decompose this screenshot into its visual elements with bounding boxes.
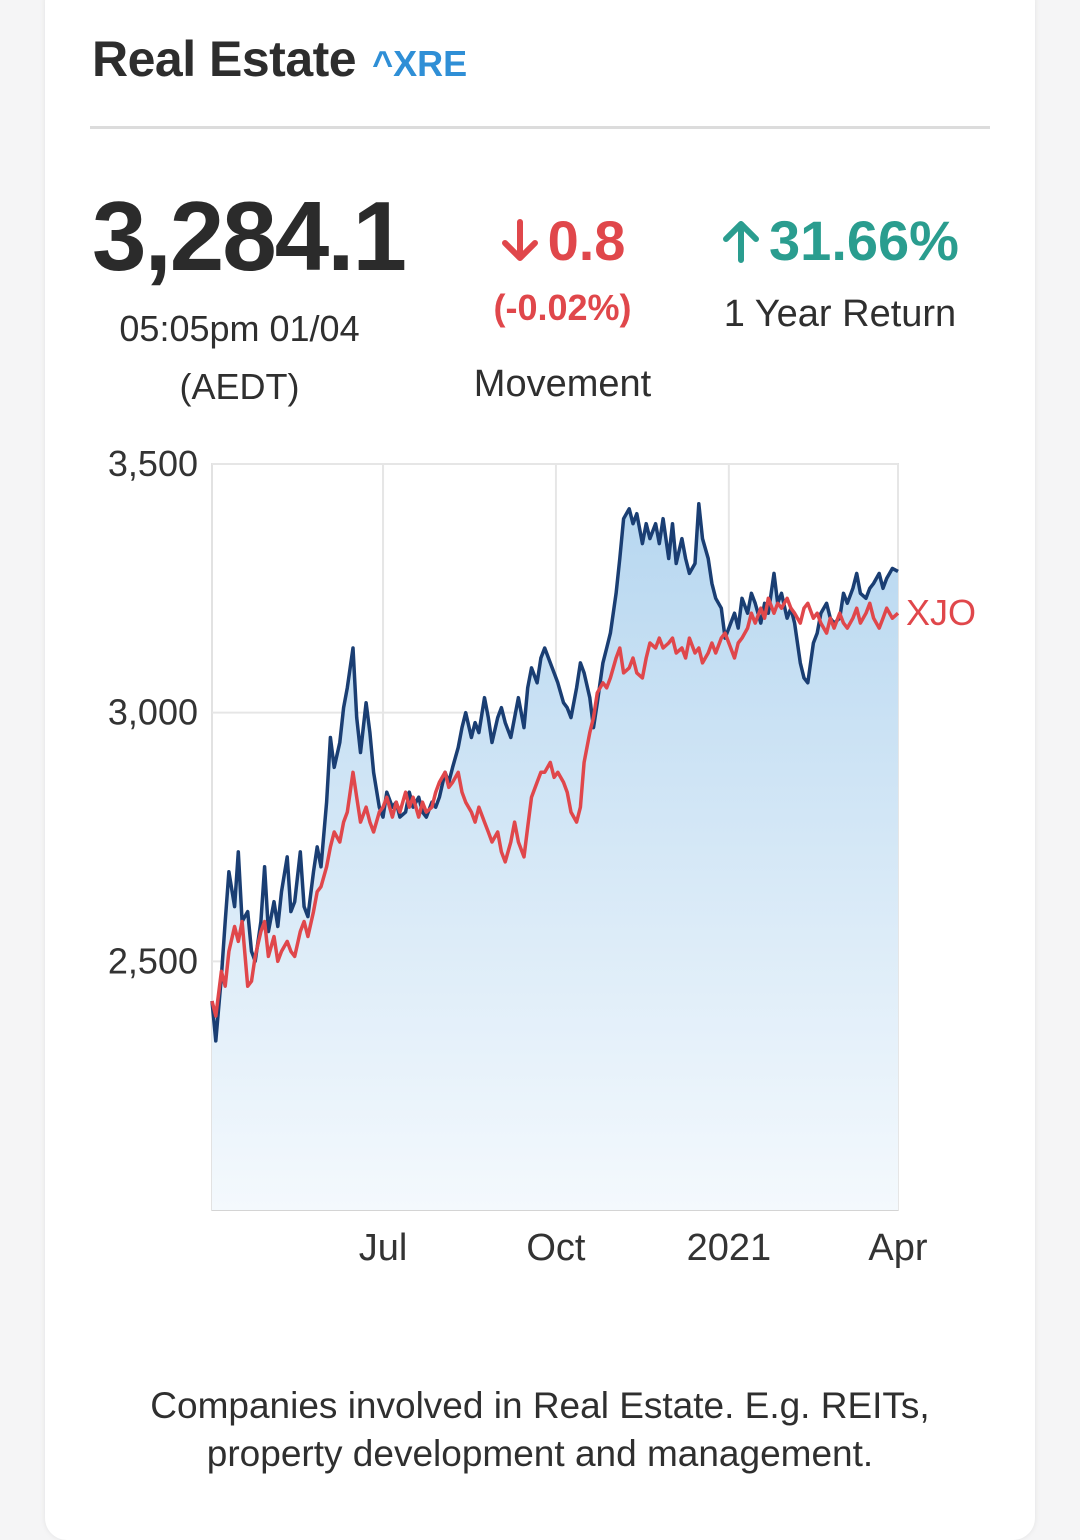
y-tick-label: 2,500 <box>108 940 198 981</box>
index-title: Real Estate <box>92 31 357 87</box>
return-value-row: 31.66% <box>705 208 975 273</box>
x-tick-label: Oct <box>526 1227 586 1269</box>
movement-value-row: 0.8 <box>470 208 655 273</box>
y-tick-label: 3,500 <box>108 443 198 484</box>
movement-percent: (-0.02%) <box>493 287 632 328</box>
return-value: 31.66% <box>769 209 959 272</box>
return-label: 1 Year Return <box>723 293 957 335</box>
index-price: 3,284.1 <box>92 181 407 291</box>
index-description: Companies involved in Real Estate. E.g. … <box>150 1385 930 1474</box>
y-tick-label: 3,000 <box>108 692 198 733</box>
x-tick-label: Jul <box>359 1227 408 1269</box>
ticker-link[interactable]: ^XRE <box>372 43 468 84</box>
header-divider <box>90 126 990 129</box>
series-label-xjo: XJO <box>906 592 976 633</box>
return-block: 31.66% 1 Year Return <box>705 208 975 336</box>
movement-value: 0.8 <box>547 209 626 272</box>
series-line-xre <box>210 502 899 1043</box>
movement-block: 0.8 (-0.02%) Movement <box>470 208 655 406</box>
price-chart: 2,500 3,000 3,500 Jul Oct 2021 Apr XJO <box>108 443 976 1269</box>
arrow-up-icon <box>723 220 760 263</box>
card-header: Real Estate ^XRE <box>92 30 467 100</box>
arrow-down-icon <box>501 218 538 261</box>
series-line-xjo <box>210 596 900 1018</box>
price-timestamp: 05:05pm 01/04 (AEDT) <box>92 300 387 416</box>
series-area <box>212 503 898 1210</box>
x-tick-label: Apr <box>868 1227 927 1269</box>
movement-label: Movement <box>473 363 652 405</box>
price-timezone: (AEDT) <box>179 366 300 407</box>
x-tick-label: 2021 <box>687 1227 772 1269</box>
price-time: 05:05pm 01/04 <box>119 308 360 349</box>
